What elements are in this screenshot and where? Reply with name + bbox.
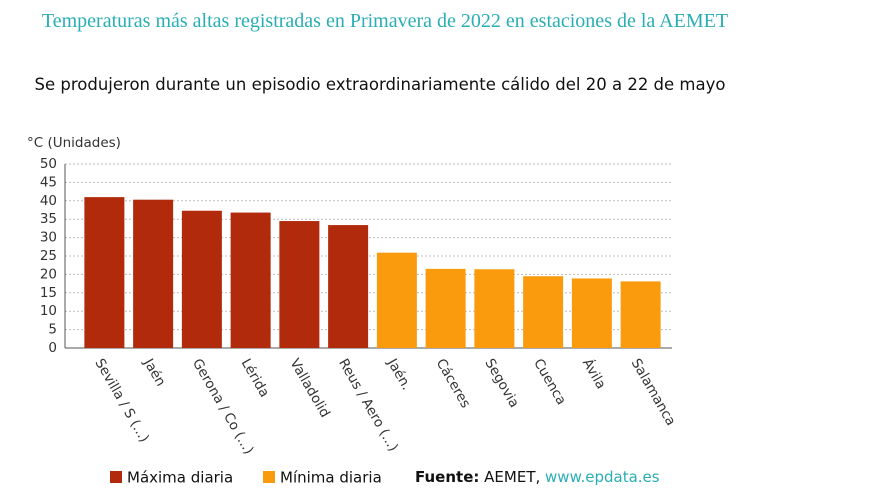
- legend-swatch: [263, 471, 275, 483]
- x-tick-label: Jaén: [140, 355, 169, 389]
- x-tick-label: Jaén.: [383, 355, 414, 393]
- chart-subtitle: Se produjeron durante un episodio extrao…: [34, 75, 726, 94]
- chart-title: Temperaturas más altas registradas en Pr…: [41, 10, 729, 32]
- bar: [523, 276, 564, 348]
- bar: [181, 210, 222, 348]
- x-tick-label: Cáceres: [433, 356, 474, 411]
- bar: [571, 278, 612, 348]
- legend-swatch: [110, 471, 122, 483]
- y-tick-label: 30: [40, 230, 57, 246]
- source-label: Fuente:: [415, 468, 480, 486]
- y-tick-label: 0: [48, 340, 57, 356]
- y-tick-label: 25: [40, 248, 57, 264]
- x-tick-label: Lérida: [238, 356, 273, 400]
- source-link: www.epdata.es: [545, 468, 660, 486]
- y-tick-label: 20: [40, 266, 57, 282]
- x-tick-label: Salamanca: [628, 356, 679, 429]
- legend-label: Máxima diaria: [127, 469, 233, 487]
- source: Fuente: AEMET, www.epdata.es: [415, 468, 660, 486]
- x-tick-label: Cuenca: [530, 356, 569, 408]
- legend-label: Mínima diaria: [280, 469, 382, 487]
- y-tick-label: 15: [40, 285, 57, 301]
- bar: [230, 212, 271, 348]
- bar: [376, 252, 417, 348]
- bar: [133, 199, 174, 348]
- y-tick-label: 40: [40, 193, 57, 209]
- y-tick-label: 35: [40, 211, 57, 227]
- bar: [328, 225, 369, 348]
- bar: [84, 197, 125, 348]
- y-tick-label: 45: [40, 174, 57, 190]
- x-tick-label: Ávila: [579, 356, 610, 392]
- bar: [474, 269, 515, 348]
- bar: [279, 221, 320, 348]
- x-tick-label: Segovia: [481, 356, 522, 411]
- y-axis-label: °C (Unidades): [27, 135, 121, 151]
- bar: [620, 281, 661, 348]
- y-tick-label: 5: [48, 322, 57, 338]
- bar: [425, 268, 466, 348]
- y-tick-label: 10: [40, 303, 57, 319]
- x-tick-label: Valladolid: [286, 356, 332, 420]
- y-tick-label: 50: [40, 156, 57, 172]
- x-tick-label: Sevilla / S (...): [91, 356, 152, 445]
- source-text: AEMET,: [484, 468, 541, 486]
